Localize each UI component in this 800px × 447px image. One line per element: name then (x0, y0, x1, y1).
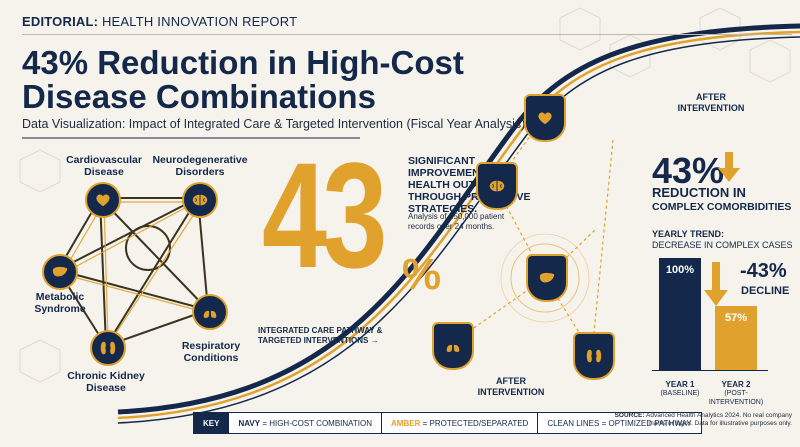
legend-item-text: = HIGH-COST COMBINATION (260, 418, 373, 428)
pathway-label-text: INTEGRATED CARE PATHWAY & TARGETED INTER… (258, 326, 383, 345)
network-node-kidney (90, 330, 126, 366)
trend-subtitle: DECREASE IN COMPLEX CASES (652, 240, 793, 250)
network-node-neuro (182, 182, 218, 218)
after-intervention-label-bottom: AFTER INTERVENTION (477, 376, 545, 397)
kidney-icon (100, 341, 116, 355)
chart-annotation-change: -43% (740, 260, 787, 282)
chart-category-year2: YEAR 2 (POST-INTERVENTION) (700, 380, 772, 407)
header-divider (22, 34, 792, 35)
shield-liver (526, 254, 568, 302)
page-subtitle: Data Visualization: Impact of Integrated… (22, 117, 526, 131)
chart-category-year1: YEAR 1 (BASELINE) (648, 380, 712, 398)
chart-category-label: YEAR 2 (721, 380, 751, 389)
headline-stat-unit: % (402, 250, 442, 299)
chart-bar-label-year2: 57% (724, 312, 748, 324)
lungs-icon (446, 339, 460, 352)
chart-bar-year1: 100% (659, 258, 701, 370)
chart-category-sublabel: (POST-INTERVENTION) (708, 390, 764, 406)
header-label: EDITORIAL: HEALTH INNOVATION REPORT (22, 14, 297, 29)
liver-icon (52, 266, 68, 277)
chart-category-sublabel: (BASELINE) (660, 390, 700, 397)
side-stat-label-line1: REDUCTION IN (652, 185, 746, 200)
brain-icon (489, 180, 505, 192)
arrow-right-icon: → (370, 336, 379, 345)
node-label-cardiovascular: Cardiovascular Disease (66, 154, 142, 178)
node-label-neuro: Neurodegenerative Disorders (152, 154, 248, 178)
side-stat-label: REDUCTION IN COMPLEX COMORBIDITIES (652, 186, 792, 214)
heart-icon (538, 112, 552, 125)
heart-icon (96, 194, 110, 207)
legend-item-text: = PROTECTED/SEPARATED (420, 418, 529, 428)
header-text: HEALTH INNOVATION REPORT (101, 14, 298, 29)
decline-arrow-icon (704, 262, 728, 306)
trend-title: YEARLY TREND: (652, 229, 725, 239)
network-node-cardiovascular (85, 182, 121, 218)
page-title: 43% Reduction in High-Cost Disease Combi… (22, 44, 464, 115)
legend-item-prefix: NAVY (238, 418, 261, 428)
after-intervention-label-top: AFTER INTERVENTION (677, 92, 745, 113)
shield-kidney (573, 332, 615, 380)
trend-heading: YEARLY TREND: DECREASE IN COMPLEX CASES (652, 229, 793, 251)
legend-item-prefix: AMBER (391, 418, 421, 428)
headline-stat-value: 43 (262, 131, 387, 299)
source-note: SOURCE: Advanced Health Analytics 2024. … (602, 412, 792, 428)
chart-axis (652, 370, 768, 371)
pathway-label: INTEGRATED CARE PATHWAY & TARGETED INTER… (258, 326, 388, 346)
legend-item-amber: AMBER = PROTECTED/SEPARATED (382, 413, 539, 433)
arrow-down-icon (718, 152, 740, 182)
shield-brain (476, 162, 518, 210)
shield-lungs (432, 322, 474, 370)
brain-icon (192, 194, 208, 206)
legend-item-text: CLEAN LINES = OPTIMIZED PATHWAY (547, 418, 692, 428)
network-node-respiratory (192, 294, 228, 330)
side-stat-label-line2: COMPLEX COMORBIDITIES (652, 201, 792, 213)
side-stat-value: 43% (652, 150, 725, 191)
shield-heart (524, 94, 566, 142)
chart-category-label: YEAR 1 (665, 380, 695, 389)
legend-item-clean: CLEAN LINES = OPTIMIZED PATHWAY (538, 413, 700, 433)
chart-bar-label-year1: 100% (665, 264, 695, 276)
kidney-icon (586, 349, 602, 363)
significance-note: Analysis of 250,000 patient records over… (408, 212, 505, 231)
chart-bar-year2: 57% (715, 306, 757, 370)
lungs-icon (203, 305, 217, 318)
node-label-metabolic: Metabolic Syndrome (34, 291, 86, 315)
source-text: Advanced Health Analytics 2024. No real … (646, 412, 792, 427)
node-label-kidney: Chronic Kidney Disease (67, 370, 145, 394)
legend-key-title: KEY (194, 413, 230, 433)
header-prefix: EDITORIAL: (22, 14, 99, 29)
source-prefix: SOURCE: (614, 412, 645, 419)
legend-key: KEY NAVY = HIGH-COST COMBINATION AMBER =… (193, 412, 702, 434)
network-node-metabolic (42, 254, 78, 290)
legend-item-navy: NAVY = HIGH-COST COMBINATION (229, 413, 383, 433)
liver-icon (539, 272, 555, 283)
node-label-respiratory: Respiratory Conditions (181, 340, 241, 364)
chart-annotation-label: DECLINE (741, 285, 790, 297)
